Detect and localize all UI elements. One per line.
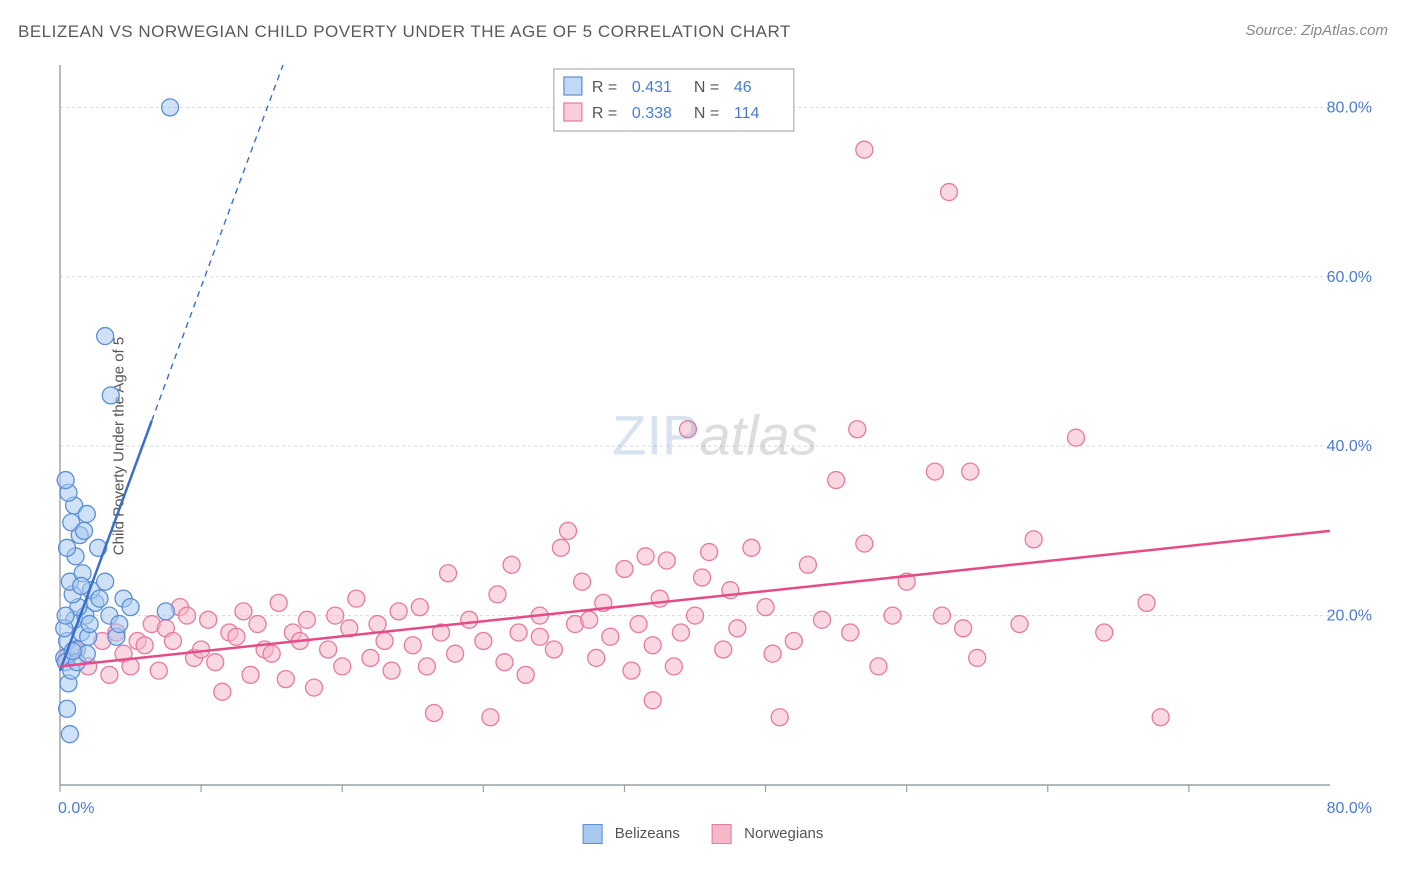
svg-text:20.0%: 20.0%: [1327, 608, 1372, 625]
svg-text:46: 46: [734, 79, 752, 96]
svg-text:R =: R =: [592, 105, 617, 122]
legend-swatch-norwegians: [712, 824, 732, 844]
chart-title: BELIZEAN VS NORWEGIAN CHILD POVERTY UNDE…: [18, 22, 791, 42]
svg-text:N =: N =: [694, 79, 719, 96]
svg-text:80.0%: 80.0%: [1327, 800, 1372, 815]
source-attribution: Source: ZipAtlas.com: [1245, 22, 1388, 39]
svg-text:40.0%: 40.0%: [1327, 438, 1372, 455]
chart-plot-area: 20.0% 40.0% 60.0% 80.0% R = 0.431 N = 46 R = 0.33…: [50, 55, 1380, 815]
svg-text:0.0%: 0.0%: [58, 800, 94, 815]
svg-text:0.431: 0.431: [632, 79, 672, 96]
svg-text:114: 114: [734, 105, 760, 122]
svg-text:0.338: 0.338: [632, 105, 672, 122]
svg-text:60.0%: 60.0%: [1327, 269, 1372, 286]
bottom-legend: Belizeans Norwegians: [569, 824, 838, 844]
svg-text:N =: N =: [694, 105, 719, 122]
chart-container: BELIZEAN VS NORWEGIAN CHILD POVERTY UNDE…: [0, 0, 1406, 892]
chart-svg: 20.0% 40.0% 60.0% 80.0% R = 0.431 N = 46 R = 0.33…: [50, 55, 1380, 815]
legend-item-belizeans: Belizeans: [583, 825, 684, 842]
svg-text:80.0%: 80.0%: [1327, 99, 1372, 116]
legend-item-norwegians: Norwegians: [712, 825, 823, 842]
legend-swatch-belizeans: [583, 824, 603, 844]
legend-label-belizeans: Belizeans: [615, 825, 680, 842]
svg-text:R =: R =: [592, 79, 617, 96]
legend-label-norwegians: Norwegians: [744, 825, 823, 842]
